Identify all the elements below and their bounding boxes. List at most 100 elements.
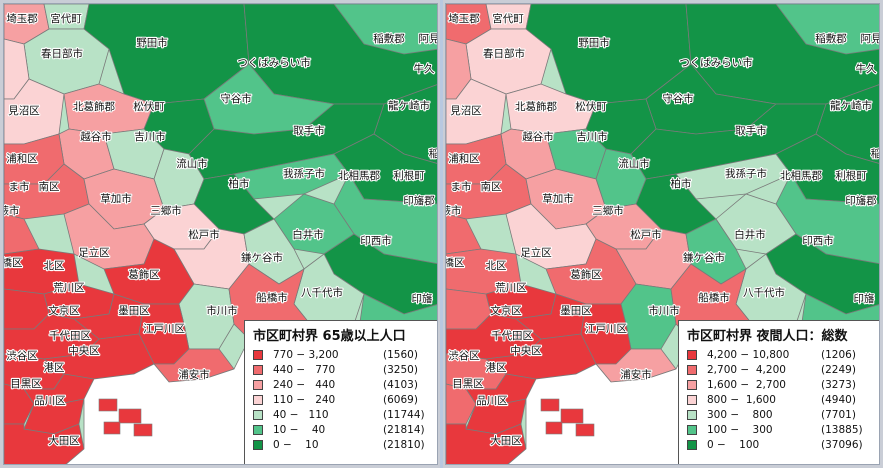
place-label: 橋区 — [446, 256, 465, 269]
place-label: 稲 — [429, 148, 438, 160]
legend-count: (3250) — [383, 363, 418, 376]
legend-row: 2,700 − 4,200 (2249) — [687, 362, 872, 377]
place-label: 市川市 — [648, 304, 680, 317]
place-label: 白井市 — [292, 228, 324, 241]
bay-island-2[interactable] — [118, 408, 142, 424]
bay-island-4[interactable] — [133, 423, 153, 437]
region-meguro[interactable] — [446, 383, 477, 425]
place-label: 江戸川区 — [143, 323, 185, 335]
legend-swatch — [687, 394, 697, 405]
place-label: 吉川市 — [134, 130, 166, 143]
legend-range: 440 − 770 — [273, 363, 336, 376]
place-label: 北相馬郡 — [780, 169, 822, 182]
place-label: 船橋市 — [698, 291, 730, 304]
bay-island-1[interactable] — [98, 398, 118, 412]
tokyo-bay-water — [507, 348, 709, 464]
place-label: ま市 — [9, 180, 30, 193]
place-label: 八千代市 — [301, 286, 343, 299]
legend-row: 0 − 100 (37096) — [687, 437, 872, 452]
legend-count: (1206) — [821, 348, 856, 361]
place-label: 品川区 — [476, 395, 508, 407]
place-label: 葛飾区 — [128, 268, 160, 281]
place-label: 印旛 — [854, 292, 875, 305]
legend-count: (11744) — [383, 408, 425, 421]
place-label: 牛久 — [414, 62, 435, 75]
place-label: ま市 — [451, 180, 472, 193]
place-label: 我孫子市 — [725, 167, 767, 180]
legend-swatch — [253, 439, 263, 450]
place-label: 松伏町 — [133, 100, 165, 113]
bay-island-4[interactable] — [575, 423, 595, 437]
place-label: 印西市 — [802, 234, 834, 247]
place-label: 守谷市 — [220, 92, 252, 105]
legend-range: 2,700 − 4,200 — [707, 363, 786, 376]
legend-row: 300 − 800 (7701) — [687, 407, 872, 422]
place-label: 北相馬郡 — [338, 169, 380, 182]
legend-range: 0 − 100 — [707, 438, 760, 451]
place-label: 荒川区 — [53, 282, 85, 294]
place-label: 鎌ケ谷市 — [683, 251, 725, 264]
legend-swatch — [687, 439, 697, 450]
place-label: 文京区 — [48, 304, 80, 317]
place-label: 船橋市 — [256, 291, 288, 304]
place-label: 渋谷区 — [448, 349, 480, 362]
bay-island-2[interactable] — [560, 408, 584, 424]
left-map-pane[interactable]: 埼玉郡 宮代町 春日部市 野田市 稲敷郡 阿見 つくばみらい市 牛久 見沼区 北葛飾郡 松伏町 守谷市… — [3, 3, 438, 465]
place-label: 三郷市 — [150, 204, 182, 217]
right-map-pane[interactable]: 埼玉郡 宮代町 春日部市 野田市 稲敷郡 阿見 つくばみらい市 牛久 見沼区 北葛飾郡 松伏町 守谷市… — [445, 3, 880, 465]
region-ota[interactable] — [4, 423, 85, 465]
place-label: 墨田区 — [560, 305, 592, 317]
left-legend-rows: 770 − 3,200 (1560) 440 − 770 (3250) 240 − 44… — [253, 347, 430, 452]
place-label: 流山市 — [618, 157, 650, 170]
place-label: 利根町 — [835, 169, 867, 182]
bay-island-1[interactable] — [540, 398, 560, 412]
place-label: 荒川区 — [495, 282, 527, 294]
tokyo-bay-water — [65, 348, 267, 464]
place-label: 印旛郡 — [845, 194, 877, 207]
region-meguro[interactable] — [4, 383, 35, 425]
pane-divider[interactable] — [440, 0, 443, 468]
bay-island-3[interactable] — [103, 421, 121, 435]
place-label: 柏市 — [671, 177, 692, 190]
place-label: 松戸市 — [630, 228, 662, 241]
place-label: 鎌ケ谷市 — [241, 251, 283, 264]
place-label: 草加市 — [100, 192, 132, 205]
place-label: 龍ケ崎市 — [388, 99, 430, 112]
place-label: 龍ケ崎市 — [830, 99, 872, 112]
legend-swatch — [253, 349, 263, 360]
legend-range: 100 − 300 — [707, 423, 773, 436]
place-label: 橋区 — [4, 256, 23, 269]
place-label: 浦安市 — [178, 368, 210, 381]
legend-range: 0 − 10 — [273, 438, 319, 451]
legend-count: (21814) — [383, 423, 425, 436]
legend-row: 40 − 110 (11744) — [253, 407, 430, 422]
legend-count: (13885) — [821, 423, 863, 436]
place-label: つくばみらい市 — [237, 56, 311, 69]
bay-island-3[interactable] — [545, 421, 563, 435]
region-ota[interactable] — [446, 423, 527, 465]
legend-swatch — [687, 349, 697, 360]
legend-swatch — [687, 409, 697, 420]
place-label: 越谷市 — [522, 130, 554, 143]
place-label: 稲敷郡 — [373, 32, 405, 45]
place-label: 春日部市 — [41, 47, 83, 60]
region-inashiki[interactable] — [333, 4, 438, 55]
legend-row: 440 − 770 (3250) — [253, 362, 430, 377]
place-label: 北葛飾郡 — [73, 100, 115, 113]
place-label: 北区 — [486, 260, 507, 272]
region-funabashi[interactable] — [228, 263, 315, 335]
place-label: 松戸市 — [188, 228, 220, 241]
place-label: 江戸川区 — [585, 323, 627, 335]
legend-count: (3273) — [821, 378, 856, 391]
legend-range: 240 − 440 — [273, 378, 336, 391]
legend-count: (1560) — [383, 348, 418, 361]
place-label: 阿見 — [861, 33, 881, 45]
place-label: 印旛郡 — [403, 194, 435, 207]
place-label: 柏市 — [229, 177, 250, 190]
place-label: 目黒区 — [10, 378, 42, 390]
place-label: 稲 — [871, 148, 880, 160]
place-label: 見沼区 — [450, 104, 482, 117]
region-inashiki[interactable] — [775, 4, 880, 55]
